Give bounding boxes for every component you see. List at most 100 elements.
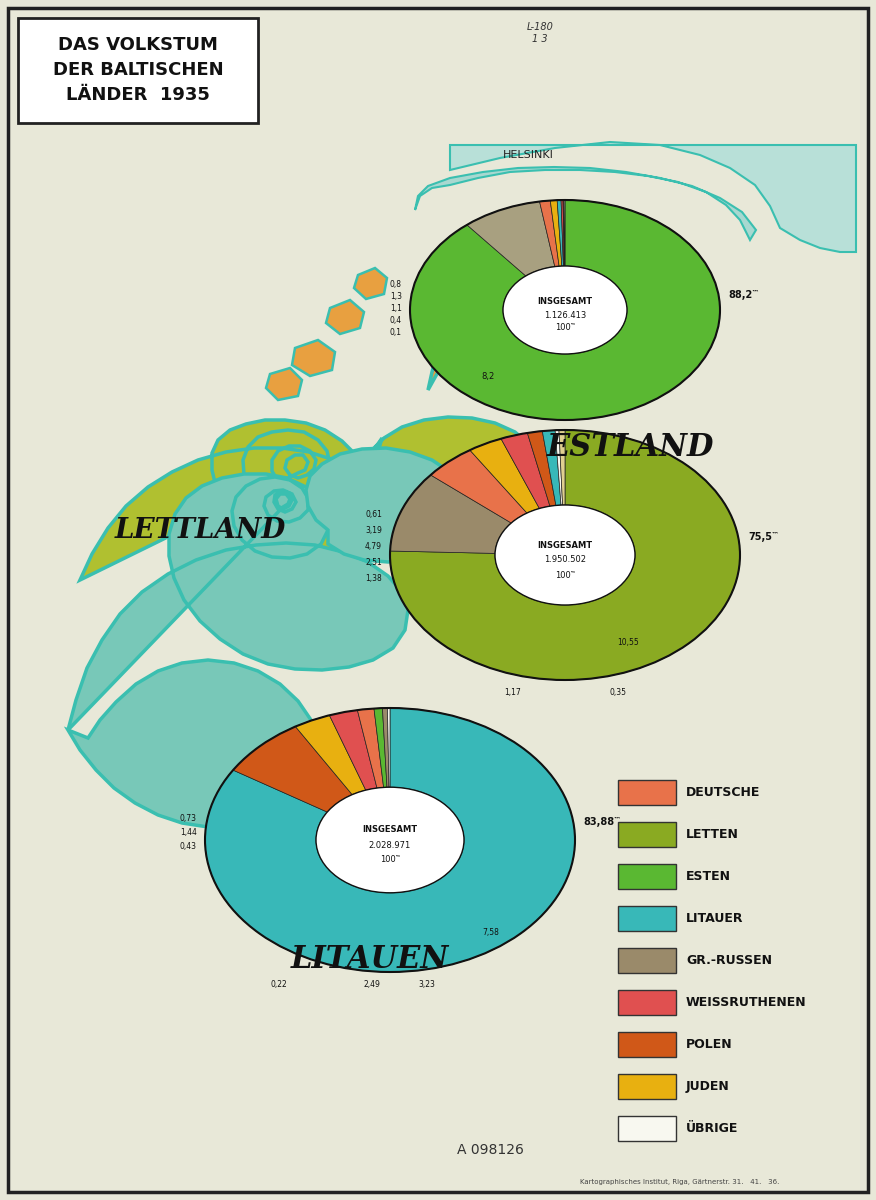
Ellipse shape <box>316 787 464 893</box>
Bar <box>618 1074 676 1099</box>
Polygon shape <box>527 431 556 506</box>
Text: ESTEN: ESTEN <box>686 870 731 883</box>
Text: 0,8: 0,8 <box>390 281 402 289</box>
Text: INSGESAMT: INSGESAMT <box>538 298 592 306</box>
Text: 0,1: 0,1 <box>390 329 402 337</box>
Text: 88,2‷: 88,2‷ <box>728 290 759 300</box>
Polygon shape <box>540 200 559 266</box>
Bar <box>618 864 676 889</box>
Text: 1,3: 1,3 <box>390 293 402 301</box>
Polygon shape <box>362 416 542 517</box>
Polygon shape <box>390 430 740 680</box>
Text: 3,23: 3,23 <box>419 979 435 989</box>
Text: POLEN: POLEN <box>686 1038 732 1051</box>
Polygon shape <box>68 474 408 730</box>
Polygon shape <box>555 430 562 505</box>
Polygon shape <box>354 268 387 299</box>
Ellipse shape <box>495 505 635 605</box>
Text: 75,5‷: 75,5‷ <box>748 532 778 542</box>
Text: GR.-RUSSEN: GR.-RUSSEN <box>686 954 772 967</box>
Polygon shape <box>80 420 390 580</box>
Text: JUDEN: JUDEN <box>686 1080 730 1093</box>
Text: 1,17: 1,17 <box>504 688 521 696</box>
Text: LITAUER: LITAUER <box>686 912 744 925</box>
Polygon shape <box>428 246 682 390</box>
Text: 0,4: 0,4 <box>390 317 402 325</box>
Text: DEUTSCHE: DEUTSCHE <box>686 786 760 799</box>
Text: 2.028.971: 2.028.971 <box>369 840 411 850</box>
Polygon shape <box>431 450 527 523</box>
Bar <box>618 990 676 1015</box>
Polygon shape <box>561 200 564 266</box>
Text: 2,49: 2,49 <box>363 979 380 989</box>
Text: INSGESAMT: INSGESAMT <box>538 540 592 550</box>
Text: LETTLAND: LETTLAND <box>114 516 286 544</box>
Text: 100‷: 100‷ <box>555 324 575 332</box>
Polygon shape <box>295 715 366 794</box>
Text: 0,61: 0,61 <box>365 510 382 520</box>
Polygon shape <box>292 340 335 376</box>
Bar <box>618 1032 676 1057</box>
Text: 1.950.502: 1.950.502 <box>544 556 586 564</box>
Polygon shape <box>68 660 318 827</box>
Text: 0,43: 0,43 <box>180 841 197 851</box>
Polygon shape <box>467 202 555 276</box>
Text: ESTLAND: ESTLAND <box>547 432 714 463</box>
Text: 100‷: 100‷ <box>555 570 575 580</box>
Bar <box>618 822 676 847</box>
Text: HELSINKI: HELSINKI <box>503 150 554 160</box>
Polygon shape <box>501 433 550 509</box>
Text: 1,1: 1,1 <box>390 305 402 313</box>
Text: 7,58: 7,58 <box>483 928 499 937</box>
Text: 0,73: 0,73 <box>180 814 197 822</box>
Text: 0,35: 0,35 <box>609 688 626 696</box>
Text: Kartographisches Institut, Riga, Gärtnerstr. 31.   41.   36.: Kartographisches Institut, Riga, Gärtner… <box>580 1178 780 1186</box>
Ellipse shape <box>503 266 627 354</box>
Text: 1,38: 1,38 <box>365 575 382 583</box>
Polygon shape <box>415 167 756 240</box>
Polygon shape <box>563 200 565 266</box>
Bar <box>18 18 258 122</box>
Text: 1.126.413: 1.126.413 <box>544 311 586 319</box>
Polygon shape <box>266 368 302 400</box>
Polygon shape <box>564 200 565 266</box>
Bar <box>618 780 676 805</box>
Polygon shape <box>542 430 561 505</box>
Text: 1,44: 1,44 <box>180 828 197 836</box>
Polygon shape <box>550 200 562 266</box>
Bar <box>618 948 676 973</box>
Polygon shape <box>205 708 575 972</box>
Text: 0,22: 0,22 <box>271 979 287 989</box>
Polygon shape <box>326 300 364 334</box>
Bar <box>618 906 676 931</box>
Text: ÜBRIGE: ÜBRIGE <box>686 1122 738 1135</box>
Polygon shape <box>374 708 387 787</box>
Polygon shape <box>450 142 856 252</box>
Text: LETTEN: LETTEN <box>686 828 738 841</box>
Text: DAS VOLKSTUM
DER BALTISCHEN
LÄNDER  1935: DAS VOLKSTUM DER BALTISCHEN LÄNDER 1935 <box>53 36 223 104</box>
Text: 100‷: 100‷ <box>380 856 400 864</box>
Polygon shape <box>329 710 377 790</box>
Text: INSGESAMT: INSGESAMT <box>363 826 418 834</box>
Text: 3,19: 3,19 <box>365 527 382 535</box>
Polygon shape <box>390 475 512 553</box>
Text: 8,2: 8,2 <box>481 372 494 380</box>
Text: 10,55: 10,55 <box>618 638 639 647</box>
Polygon shape <box>306 448 468 562</box>
Text: 2,51: 2,51 <box>365 558 382 568</box>
Text: L-180
1 3: L-180 1 3 <box>526 22 554 43</box>
Polygon shape <box>470 439 540 514</box>
Text: A 098126: A 098126 <box>456 1142 524 1157</box>
Polygon shape <box>559 430 565 505</box>
Text: 4,79: 4,79 <box>365 542 382 552</box>
Polygon shape <box>357 708 384 788</box>
Text: 83,88‷: 83,88‷ <box>583 817 620 827</box>
Polygon shape <box>383 708 389 787</box>
Polygon shape <box>387 708 390 787</box>
Polygon shape <box>233 726 352 812</box>
Text: LITAUEN: LITAUEN <box>291 944 449 976</box>
Polygon shape <box>557 200 563 266</box>
Text: WEISSRUTHENEN: WEISSRUTHENEN <box>686 996 807 1009</box>
Bar <box>618 1116 676 1141</box>
Polygon shape <box>410 200 720 420</box>
